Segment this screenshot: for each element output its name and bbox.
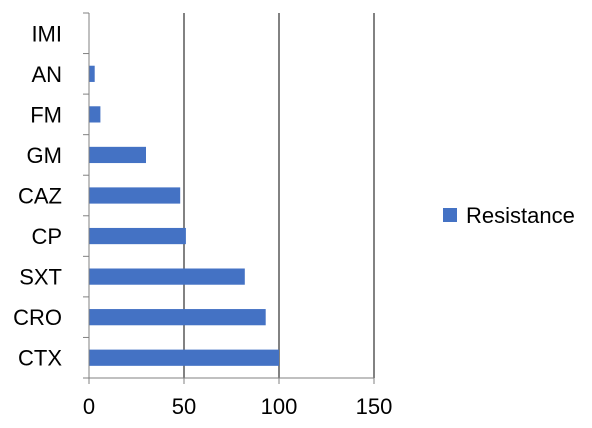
legend-label-resistance: Resistance bbox=[466, 203, 575, 228]
category-labels: IMI AN FM GM CAZ CP SXT CRO CTX bbox=[13, 21, 62, 370]
bar-gm bbox=[89, 146, 146, 164]
bar-an bbox=[89, 65, 95, 82]
bars bbox=[89, 65, 279, 366]
bar-sxt bbox=[89, 268, 245, 285]
bar-cro bbox=[89, 309, 266, 326]
category-label-ctx: CTX bbox=[18, 346, 62, 371]
category-label-sxt: SXT bbox=[19, 265, 62, 290]
category-label-gm: GM bbox=[27, 143, 62, 168]
legend-swatch-resistance bbox=[443, 208, 457, 222]
category-label-cro: CRO bbox=[13, 305, 62, 330]
category-label-imi: IMI bbox=[31, 21, 62, 46]
x-tick-label-100: 100 bbox=[261, 394, 298, 419]
legend: Resistance bbox=[443, 203, 575, 228]
x-tick-label-150: 150 bbox=[356, 394, 393, 419]
value-tick-labels: 0 50 100 150 bbox=[83, 394, 392, 419]
bar-ctx bbox=[89, 349, 279, 366]
bar-cp bbox=[89, 227, 186, 245]
x-tick-label-50: 50 bbox=[172, 394, 196, 419]
x-tick-label-0: 0 bbox=[83, 394, 95, 419]
bar-caz bbox=[89, 187, 181, 204]
category-label-an: AN bbox=[31, 62, 62, 87]
bar-fm bbox=[89, 106, 101, 123]
category-label-fm: FM bbox=[30, 102, 62, 127]
category-label-cp: CP bbox=[31, 224, 62, 249]
axes bbox=[83, 12, 375, 384]
category-label-caz: CAZ bbox=[18, 184, 62, 209]
